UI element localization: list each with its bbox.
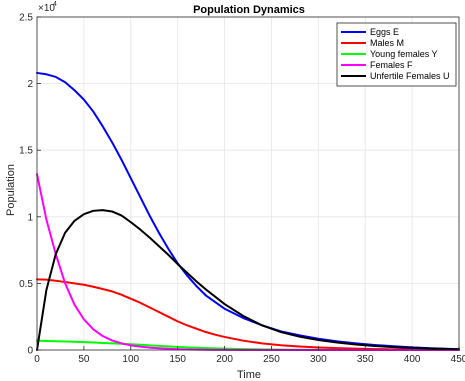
axes-box xyxy=(36,16,460,351)
x-tick-label: 300 xyxy=(310,354,327,365)
x-tick-label: 50 xyxy=(78,354,90,365)
legend-label: Unfertile Females U xyxy=(370,71,450,81)
y-tick-label: 1 xyxy=(27,212,33,223)
y-tick-label: 2 xyxy=(27,79,33,90)
legend-label: Females F xyxy=(370,60,413,70)
y-tick-label: 2.5 xyxy=(19,13,33,24)
y-axis-label: Population xyxy=(5,164,17,216)
y-exponent-power: 4 xyxy=(53,1,57,8)
x-tick-label: 250 xyxy=(263,354,280,365)
x-tick-label: 0 xyxy=(34,354,40,365)
x-tick-label: 450 xyxy=(451,354,465,365)
x-axis-label: Time xyxy=(237,369,261,381)
legend-label: Young females Y xyxy=(370,49,438,59)
legend-label: Eggs E xyxy=(370,27,399,37)
x-tick-label: 350 xyxy=(357,354,374,365)
legend-label: Males M xyxy=(370,38,404,48)
x-tick-label: 100 xyxy=(122,354,139,365)
series-line-unfertile-females-u xyxy=(36,209,460,351)
series-line-eggs-e xyxy=(36,71,460,351)
series-line-males-m xyxy=(36,278,460,351)
y-exponent-base: ×10 xyxy=(38,3,55,14)
x-tick-label: 150 xyxy=(169,354,186,365)
chart-title: Population Dynamics xyxy=(193,4,305,16)
y-axis-scale-exponent: ×10 4 xyxy=(38,1,57,14)
y-tick-label: 1.5 xyxy=(19,146,33,157)
y-tick-label: 0 xyxy=(27,346,33,357)
x-tick-label: 400 xyxy=(404,354,421,365)
y-tick-label: 0.5 xyxy=(19,279,33,290)
x-tick-label: 200 xyxy=(216,354,233,365)
